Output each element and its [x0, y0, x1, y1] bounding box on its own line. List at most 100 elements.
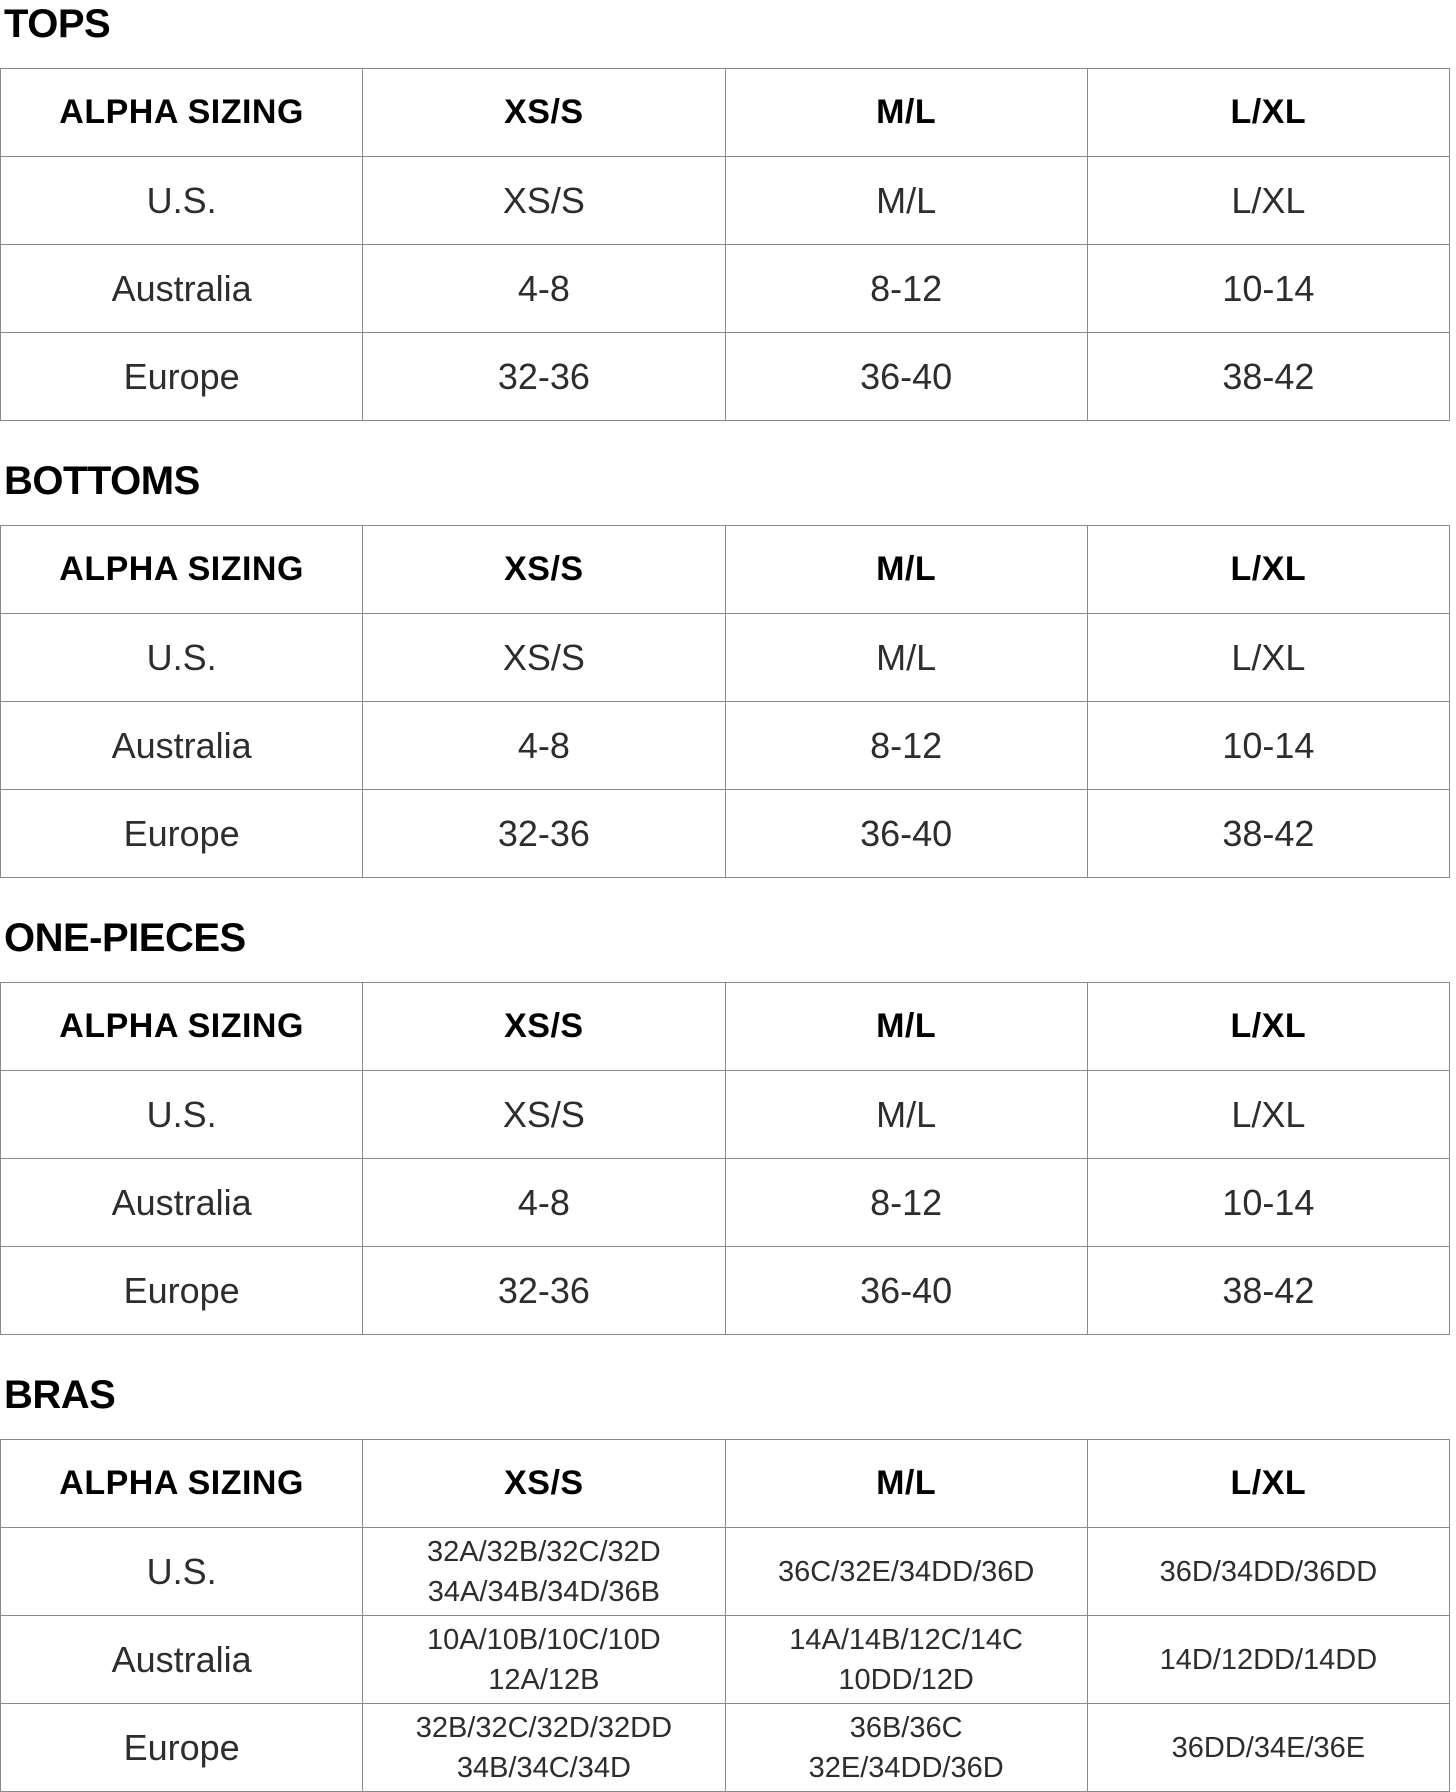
size-value-line: 10-14: [1222, 724, 1315, 766]
table-body: U.S. XS/S M/L L/XL Australia 4-8 8-12 10-14 Euro…: [0, 613, 1451, 878]
table-body: U.S. XS/S M/L L/XL Australia 4-8 8-12 10-14 Euro…: [0, 1070, 1451, 1335]
size-value-line: 32B/32C/32D/32DD: [415, 1711, 673, 1744]
size-value-cell: 38-42: [1086, 332, 1451, 421]
size-value-line: 32E/34DD/36D: [808, 1751, 1004, 1784]
size-value-cell: 36DD/34E/36E: [1086, 1703, 1451, 1792]
size-value-cell: 8-12: [724, 701, 1088, 790]
size-value-cell: L/XL: [1086, 1070, 1451, 1159]
table-head: ALPHA SIZING XS/S M/L L/XL: [0, 982, 1451, 1071]
size-value-cell: 38-42: [1086, 789, 1451, 878]
section-title: BRAS: [4, 1373, 116, 1417]
size-chart-section: BOTTOMS ALPHA SIZING XS/S M/L L/XL U.S. XS/S…: [0, 461, 1456, 878]
column-header: XS/S: [362, 982, 726, 1071]
column-header: L/XL: [1086, 982, 1451, 1071]
size-value-cell: 36-40: [724, 1246, 1088, 1335]
size-value-cell: 4-8: [362, 701, 726, 790]
size-value-cell: 36D/34DD/36DD: [1086, 1527, 1451, 1616]
row-label: Europe: [0, 789, 364, 878]
table-head: ALPHA SIZING XS/S M/L L/XL: [0, 68, 1451, 157]
size-value-cell: L/XL: [1086, 613, 1451, 702]
size-chart-section: TOPS ALPHA SIZING XS/S M/L L/XL U.S. XS/S M/L…: [0, 4, 1456, 421]
size-value-cell: 32-36: [362, 332, 726, 421]
column-header-alpha-sizing: ALPHA SIZING: [0, 68, 364, 157]
row-label: U.S.: [0, 1070, 364, 1159]
size-value-line: 10-14: [1222, 1181, 1315, 1223]
size-table: ALPHA SIZING XS/S M/L L/XL U.S. XS/S M/L L/XL A…: [0, 68, 1451, 421]
table-header-row: ALPHA SIZING XS/S M/L L/XL: [0, 1439, 1451, 1528]
size-chart-section: ONE-PIECES ALPHA SIZING XS/S M/L L/XL U.S. X…: [0, 918, 1456, 1335]
size-value-line: M/L: [876, 179, 937, 221]
size-value-line: 32-36: [497, 1269, 590, 1311]
size-value-line: 36B/36C: [849, 1711, 963, 1744]
size-value-cell: M/L: [724, 1070, 1088, 1159]
column-header: M/L: [724, 1439, 1088, 1528]
table-body: U.S. 32A/32B/32C/32D 34A/34B/34D/36B 36C/32…: [0, 1527, 1451, 1792]
size-value-line: 32A/32B/32C/32D: [426, 1535, 661, 1568]
size-value-cell: 4-8: [362, 244, 726, 333]
size-value-line: 8-12: [870, 267, 943, 309]
column-header: L/XL: [1086, 68, 1451, 157]
size-value-cell: L/XL: [1086, 156, 1451, 245]
size-value-line: 10A/10B/10C/10D: [426, 1623, 661, 1656]
size-value-line: L/XL: [1231, 636, 1306, 678]
size-value-line: 38-42: [1222, 1269, 1315, 1311]
size-value-cell: 10-14: [1086, 1158, 1451, 1247]
size-value-cell: 10-14: [1086, 701, 1451, 790]
size-value-cell: 32B/32C/32D/32DD 34B/34C/34D: [362, 1703, 726, 1792]
size-value-line: M/L: [876, 636, 937, 678]
row-label: U.S.: [0, 156, 364, 245]
table-row: Australia 10A/10B/10C/10D 12A/12B 14A/14B/1…: [0, 1615, 1451, 1704]
size-value-line: 10-14: [1222, 267, 1315, 309]
table-head: ALPHA SIZING XS/S M/L L/XL: [0, 525, 1451, 614]
size-chart-section: BRAS ALPHA SIZING XS/S M/L L/XL U.S. 32A/32B…: [0, 1375, 1456, 1792]
size-value-line: 4-8: [517, 724, 570, 766]
size-value-cell: XS/S: [362, 613, 726, 702]
size-value-cell: 8-12: [724, 1158, 1088, 1247]
row-label: Europe: [0, 1703, 364, 1792]
column-header-alpha-sizing: ALPHA SIZING: [0, 525, 364, 614]
column-header-alpha-sizing: ALPHA SIZING: [0, 982, 364, 1071]
size-value-cell: 36-40: [724, 789, 1088, 878]
size-value-line: 12A/12B: [488, 1663, 600, 1696]
size-value-line: 38-42: [1222, 812, 1315, 854]
size-table: ALPHA SIZING XS/S M/L L/XL U.S. XS/S M/L L/XL A…: [0, 982, 1451, 1335]
size-chart-sections: TOPS ALPHA SIZING XS/S M/L L/XL U.S. XS/S M/L…: [0, 4, 1456, 1792]
column-header: M/L: [724, 525, 1088, 614]
size-value-cell: M/L: [724, 156, 1088, 245]
table-row: Europe 32-36 36-40 38-42: [0, 1246, 1451, 1335]
size-value-line: XS/S: [502, 179, 585, 221]
table-header-row: ALPHA SIZING XS/S M/L L/XL: [0, 982, 1451, 1071]
size-value-line: 32-36: [497, 812, 590, 854]
table-row: Europe 32B/32C/32D/32DD 34B/34C/34D 36B/36C…: [0, 1703, 1451, 1792]
size-value-line: XS/S: [502, 1093, 585, 1135]
size-value-line: 14D/12DD/14DD: [1159, 1643, 1378, 1676]
size-value-cell: 36-40: [724, 332, 1088, 421]
size-value-cell: 36B/36C 32E/34DD/36D: [724, 1703, 1088, 1792]
size-value-cell: XS/S: [362, 1070, 726, 1159]
size-value-line: XS/S: [502, 636, 585, 678]
size-value-line: 36-40: [860, 355, 953, 397]
size-value-cell: 36C/32E/34DD/36D: [724, 1527, 1088, 1616]
size-value-line: 4-8: [517, 267, 570, 309]
size-value-line: 38-42: [1222, 355, 1315, 397]
size-value-line: 34A/34B/34D/36B: [427, 1575, 660, 1608]
table-row: Europe 32-36 36-40 38-42: [0, 332, 1451, 421]
size-value-line: 10DD/12D: [838, 1663, 974, 1696]
size-value-cell: 32-36: [362, 1246, 726, 1335]
table-body: U.S. XS/S M/L L/XL Australia 4-8 8-12 10-14 Euro…: [0, 156, 1451, 421]
section-title: ONE-PIECES: [4, 916, 246, 960]
row-label: Europe: [0, 332, 364, 421]
size-value-cell: 10-14: [1086, 244, 1451, 333]
size-value-cell: 38-42: [1086, 1246, 1451, 1335]
size-value-cell: M/L: [724, 613, 1088, 702]
size-value-line: L/XL: [1231, 179, 1306, 221]
row-label: U.S.: [0, 1527, 364, 1616]
table-row: U.S. XS/S M/L L/XL: [0, 613, 1451, 702]
size-table: ALPHA SIZING XS/S M/L L/XL U.S. XS/S M/L L/XL A…: [0, 525, 1451, 878]
column-header: L/XL: [1086, 525, 1451, 614]
table-row: Europe 32-36 36-40 38-42: [0, 789, 1451, 878]
column-header: M/L: [724, 982, 1088, 1071]
size-value-line: 14A/14B/12C/14C: [789, 1623, 1024, 1656]
table-row: U.S. XS/S M/L L/XL: [0, 1070, 1451, 1159]
